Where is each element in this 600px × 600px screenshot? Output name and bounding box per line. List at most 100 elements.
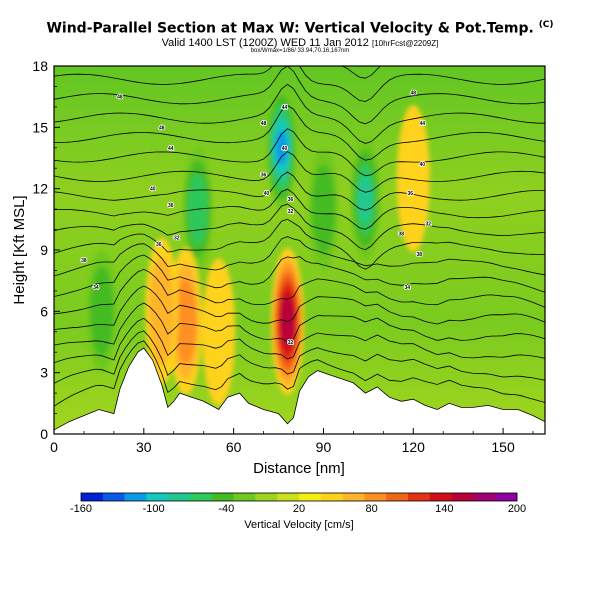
colorbar-swatch <box>408 493 431 501</box>
y-tick-label: 6 <box>40 303 48 319</box>
colorbar-swatch <box>495 493 518 501</box>
contour-label: 36 <box>156 242 162 248</box>
colorbar-tick-label: 80 <box>366 503 378 515</box>
contour-label: 48 <box>261 121 267 127</box>
contour-label: 36 <box>288 197 294 203</box>
forecast-time: [10hrFcst@2209Z] <box>371 39 439 48</box>
updraft-4-level <box>402 132 425 225</box>
isentrope-line <box>54 171 545 211</box>
updraft-2-level <box>153 277 171 346</box>
isentrope-line <box>54 105 545 161</box>
contour-label: 38 <box>81 258 87 264</box>
colorbar-swatch <box>233 493 256 501</box>
updraft-2 <box>145 237 179 385</box>
contour-label: 44 <box>168 146 174 152</box>
colorbar-tick-label: 200 <box>508 503 526 515</box>
chart-title-text: Wind-Parallel Section at Max W: Vertical… <box>46 20 534 37</box>
contour-label: 34 <box>404 285 410 291</box>
isentrope-line <box>54 203 545 251</box>
updraft-1 <box>169 248 203 396</box>
colorbar-tick-label: -40 <box>218 503 234 515</box>
isentrope-line <box>54 302 545 346</box>
colorbar-swatch <box>168 493 191 501</box>
contour-label: 44 <box>282 105 288 111</box>
x-tick-label: 30 <box>136 439 152 455</box>
copyright-mark: (C) <box>538 20 554 30</box>
x-axis-label: Distance [nm] <box>253 460 345 477</box>
contour-label: 40 <box>282 146 288 152</box>
isentrope-line <box>54 330 545 384</box>
colorbar-swatch <box>277 493 300 501</box>
colorbar-swatch <box>255 493 278 501</box>
x-tick-label: 60 <box>226 439 242 455</box>
meta-line: box/Wmax=1/86/ 33.94,70.16,167nm <box>250 48 350 54</box>
y-axis-label: Height [Kft MSL] <box>11 195 28 304</box>
contour-label: 32 <box>425 221 431 227</box>
updraft-3 <box>202 258 236 406</box>
colorbar-swatch <box>386 493 409 501</box>
contour-label: 48 <box>159 125 165 131</box>
x-tick-label: 150 <box>491 439 515 455</box>
y-tick-label: 12 <box>32 181 48 197</box>
colorbar-swatch <box>211 493 234 501</box>
contour-label: 48 <box>410 91 416 97</box>
contour-label: 36 <box>407 191 413 197</box>
colorbar-tick-label: 140 <box>435 503 453 515</box>
colorbar-swatch <box>473 493 496 501</box>
colorbar-tick-label: -160 <box>70 503 92 515</box>
colorbar-swatch <box>190 493 213 501</box>
contour-label: 40 <box>264 191 270 197</box>
valid-time: Valid 1400 LST (1200Z) WED 11 Jan 2012 <box>161 37 369 49</box>
colorbar-swatch <box>146 493 169 501</box>
x-tick-label: 120 <box>402 439 426 455</box>
colorbar-swatch <box>102 493 125 501</box>
downdraft-3 <box>86 250 117 373</box>
updraft-4 <box>396 104 430 252</box>
contour-label: 48 <box>117 95 123 101</box>
isentrope-line <box>54 188 545 230</box>
colorbar-swatch <box>364 493 387 501</box>
colorbar-swatch <box>451 493 474 501</box>
isentrope-line <box>54 340 545 407</box>
downdraft-1 <box>350 137 381 261</box>
colorbar-swatch <box>81 493 104 501</box>
contour-label: 40 <box>419 162 425 168</box>
colorbar-swatch <box>429 493 452 501</box>
contour-label: 34 <box>93 285 99 291</box>
y-tick-label: 3 <box>40 365 48 381</box>
colorbar-swatch <box>342 493 365 501</box>
chart-subtitle: Valid 1400 LST (1200Z) WED 11 Jan 2012 [… <box>0 37 600 49</box>
contour-label: 38 <box>416 252 422 258</box>
colorbar-frame <box>80 492 518 502</box>
contour-label: 36 <box>168 203 174 209</box>
updraft-3-level <box>207 286 230 378</box>
isentrope-line <box>54 236 545 277</box>
contour-label: 32 <box>174 236 180 242</box>
isentrope-line <box>54 128 545 177</box>
colorbar-swatch <box>320 493 343 501</box>
isentrope-line <box>54 268 545 315</box>
isentrope-line <box>54 151 545 193</box>
contour-label: 38 <box>399 232 405 238</box>
downdraft-1-level <box>358 175 373 222</box>
y-tick-label: 0 <box>40 426 48 442</box>
y-tick-label: 18 <box>32 58 48 74</box>
isentrope-line <box>54 66 545 102</box>
downdraft-3-level <box>93 282 111 340</box>
isentrope-line <box>54 66 545 125</box>
y-tick-label: 15 <box>32 119 48 135</box>
isentrope-line <box>54 317 545 364</box>
isentrope-line <box>54 17 545 56</box>
downdraft-0 <box>266 86 297 210</box>
updraft-1-level <box>178 294 194 349</box>
x-tick-label: 90 <box>316 439 332 455</box>
isentrope-line <box>54 285 545 330</box>
contour-label: 32 <box>288 209 294 215</box>
isentrope-line <box>54 254 545 297</box>
contour-label: 32 <box>288 340 294 346</box>
colorbar-label: Vertical Velocity [cm/s] <box>244 519 353 531</box>
downdraft-4 <box>308 147 339 271</box>
colorbar-tick-label: -100 <box>143 503 165 515</box>
terrain-mask <box>54 347 545 434</box>
